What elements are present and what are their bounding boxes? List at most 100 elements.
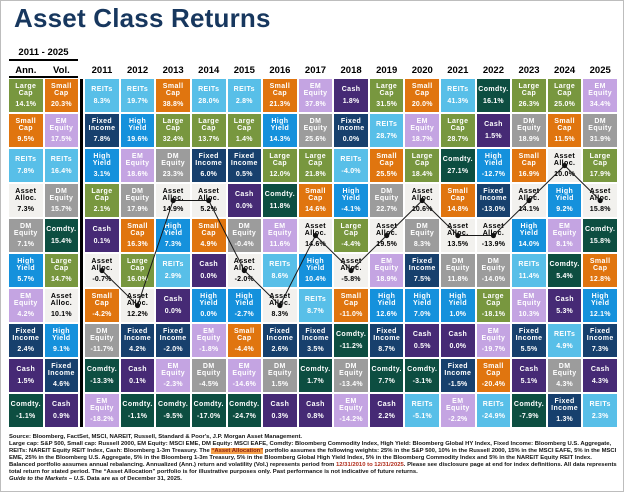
quilt-cell-2022-em-equity: EM Equity -19.7% bbox=[476, 324, 511, 357]
cell-asset-label: EM Equity bbox=[374, 258, 399, 273]
quilt-cell-2011-cash: Cash 0.1% bbox=[85, 219, 119, 252]
quilt-cell-2019-em-equity: EM Equity 18.9% bbox=[369, 254, 404, 287]
cell-return-value: 1.5% bbox=[271, 380, 289, 388]
quilt-cell-2016-dm-equity: DM Equity 1.5% bbox=[263, 359, 297, 392]
quilt-cell-2013-em-equity: EM Equity -2.3% bbox=[156, 359, 190, 392]
cell-asset-label: Large Cap bbox=[589, 153, 611, 168]
cell-asset-label: EM Equity bbox=[90, 398, 114, 413]
cell-asset-label: Small Cap bbox=[91, 293, 113, 308]
quilt-cell-vol-fixed-income: Fixed Income 4.6% bbox=[44, 359, 79, 392]
cell-return-value: 14.7% bbox=[50, 275, 72, 283]
quilt-cell-2011-large-cap: Large Cap 2.1% bbox=[85, 184, 119, 217]
cell-return-value: -14.6% bbox=[232, 380, 256, 388]
cell-return-value: 8.6% bbox=[271, 273, 289, 281]
quilt-cell-2015-high-yield: High Yield -2.7% bbox=[227, 289, 262, 322]
quilt-cell-ann-high-yield: High Yield 5.7% bbox=[9, 254, 43, 287]
quilt-cell-2018-reits: REITs -4.0% bbox=[334, 149, 368, 182]
cell-return-value: -13.4% bbox=[339, 380, 363, 388]
cell-asset-label: Comdty. bbox=[585, 225, 616, 233]
cell-return-value: 17.9% bbox=[589, 170, 611, 178]
quilt-cell-2013-fixed-income: Fixed Income -2.0% bbox=[156, 324, 190, 357]
cell-asset-label: Cash bbox=[92, 225, 112, 233]
cell-asset-label: Comdty. bbox=[229, 400, 260, 408]
quilt-cell-2014-reits: REITs 28.0% bbox=[191, 79, 226, 112]
quilt-cell-2023-reits: REITs 11.4% bbox=[512, 254, 546, 287]
cell-return-value: -13.9% bbox=[481, 240, 506, 248]
column-header-2015: 2015 bbox=[233, 65, 255, 76]
cell-asset-label: Small Cap bbox=[447, 188, 469, 203]
cell-asset-label: Comdty. bbox=[549, 260, 580, 268]
cell-return-value: 0.0% bbox=[164, 308, 182, 316]
quilt-cell-2024-em-equity: EM Equity 8.1% bbox=[547, 219, 582, 252]
cell-return-value: 7.3% bbox=[591, 345, 609, 353]
cell-return-value: 19.7% bbox=[127, 98, 148, 106]
cell-return-value: 37.8% bbox=[305, 100, 326, 108]
cell-return-value: -5.1% bbox=[412, 413, 432, 421]
quilt-cell-2025-reits: REITs 2.3% bbox=[583, 394, 617, 427]
cell-return-value: 10.6% bbox=[411, 205, 433, 213]
quilt-cell-2022-large-cap: Large Cap -18.1% bbox=[476, 289, 511, 322]
cell-asset-label: Fixed Income bbox=[230, 153, 258, 168]
quilt-cell-2013-cash: Cash 0.0% bbox=[156, 289, 190, 322]
cell-return-value: 5.2% bbox=[200, 205, 218, 213]
quilt-cell-2022-comdty-: Comdty. 16.1% bbox=[476, 79, 511, 112]
quilt-cell-2017-large-cap: Large Cap 21.8% bbox=[298, 149, 333, 182]
cell-asset-label: Asset Alloc. bbox=[447, 223, 469, 238]
cell-return-value: -4.5% bbox=[199, 380, 219, 388]
cell-return-value: 16.0% bbox=[127, 275, 148, 283]
cell-asset-label: Cash bbox=[341, 85, 361, 93]
cell-asset-label: Cash bbox=[555, 295, 574, 303]
cell-asset-label: Comdty. bbox=[442, 155, 473, 163]
cell-asset-label: Comdty. bbox=[300, 365, 331, 373]
quilt-cell-ann-em-equity: EM Equity 4.2% bbox=[9, 289, 43, 322]
cell-asset-label: Asset Alloc. bbox=[375, 223, 398, 238]
quilt-cell-2020-comdty-: Comdty. -3.1% bbox=[405, 359, 440, 392]
quilt-cell-2016-comdty-: Comdty. 11.8% bbox=[263, 184, 297, 217]
cell-return-value: -1.5% bbox=[448, 380, 468, 388]
cell-return-value: 25.0% bbox=[554, 100, 576, 108]
cell-asset-label: High Yield bbox=[199, 293, 218, 308]
quilt-cell-ann-comdty-: Comdty. -1.1% bbox=[9, 394, 43, 427]
quilt-cell-2025-small-cap: Small Cap 12.8% bbox=[583, 254, 617, 287]
cell-return-value: 2.4% bbox=[17, 345, 35, 353]
column-header-ann: Ann. bbox=[15, 65, 37, 76]
footnote-definitions: Large cap: S&P 500, Small cap: Russell 2… bbox=[9, 441, 617, 475]
cell-return-value: -4.0% bbox=[341, 168, 361, 176]
quilt-cell-2021-large-cap: Large Cap 28.7% bbox=[441, 114, 475, 147]
cell-asset-label: Small Cap bbox=[411, 83, 433, 98]
cell-asset-label: Cash bbox=[16, 365, 36, 373]
cell-asset-label: Fixed Income bbox=[159, 328, 187, 343]
cell-return-value: 41.3% bbox=[447, 98, 469, 106]
quilt-cell-2019-reits: REITs 28.7% bbox=[369, 114, 404, 147]
quilt-cell-2020-cash: Cash 0.5% bbox=[405, 324, 440, 357]
cell-return-value: 4.9% bbox=[200, 240, 218, 248]
cell-return-value: 15.8% bbox=[589, 205, 611, 213]
quilt-cell-2011-comdty-: Comdty. -13.3% bbox=[85, 359, 119, 392]
cell-asset-label: Cash bbox=[519, 365, 539, 373]
quilt-header-row: Ann. Vol. 2011 2012 2013 2014 2015 2016 2017 2018… bbox=[9, 63, 617, 78]
cell-return-value: -7.9% bbox=[519, 413, 539, 421]
cell-return-value: 17.9% bbox=[127, 205, 148, 213]
cell-return-value: 0.8% bbox=[307, 413, 324, 421]
cell-return-value: 4.9% bbox=[556, 343, 573, 351]
quilt-cell-2022-dm-equity: DM Equity -14.0% bbox=[476, 254, 511, 287]
cell-return-value: 6.0% bbox=[200, 170, 218, 178]
cell-return-value: 5.3% bbox=[556, 308, 573, 316]
cell-return-value: 20.0% bbox=[411, 100, 433, 108]
cell-asset-label: Small Cap bbox=[233, 328, 255, 343]
cell-asset-label: EM Equity bbox=[13, 293, 38, 308]
column-header-2016: 2016 bbox=[269, 65, 291, 76]
cell-return-value: 22.7% bbox=[376, 205, 398, 213]
column-header-2020: 2020 bbox=[411, 65, 433, 76]
quilt-cell-2021-dm-equity: DM Equity 11.8% bbox=[441, 254, 475, 287]
cell-return-value: 2.1% bbox=[93, 205, 111, 213]
cell-return-value: 17.5% bbox=[50, 135, 72, 143]
cell-asset-label: REITs bbox=[304, 295, 327, 303]
quilt-cell-2020-em-equity: EM Equity 18.7% bbox=[405, 114, 440, 147]
cell-asset-label: High Yield bbox=[519, 223, 539, 238]
quilt-cell-2015-em-equity: EM Equity -14.6% bbox=[227, 359, 262, 392]
cell-return-value: 0.1% bbox=[129, 378, 146, 386]
quilt-cell-2021-em-equity: EM Equity -2.2% bbox=[441, 394, 475, 427]
cell-asset-label: Small Cap bbox=[127, 223, 148, 238]
cell-return-value: -5.8% bbox=[341, 275, 361, 283]
